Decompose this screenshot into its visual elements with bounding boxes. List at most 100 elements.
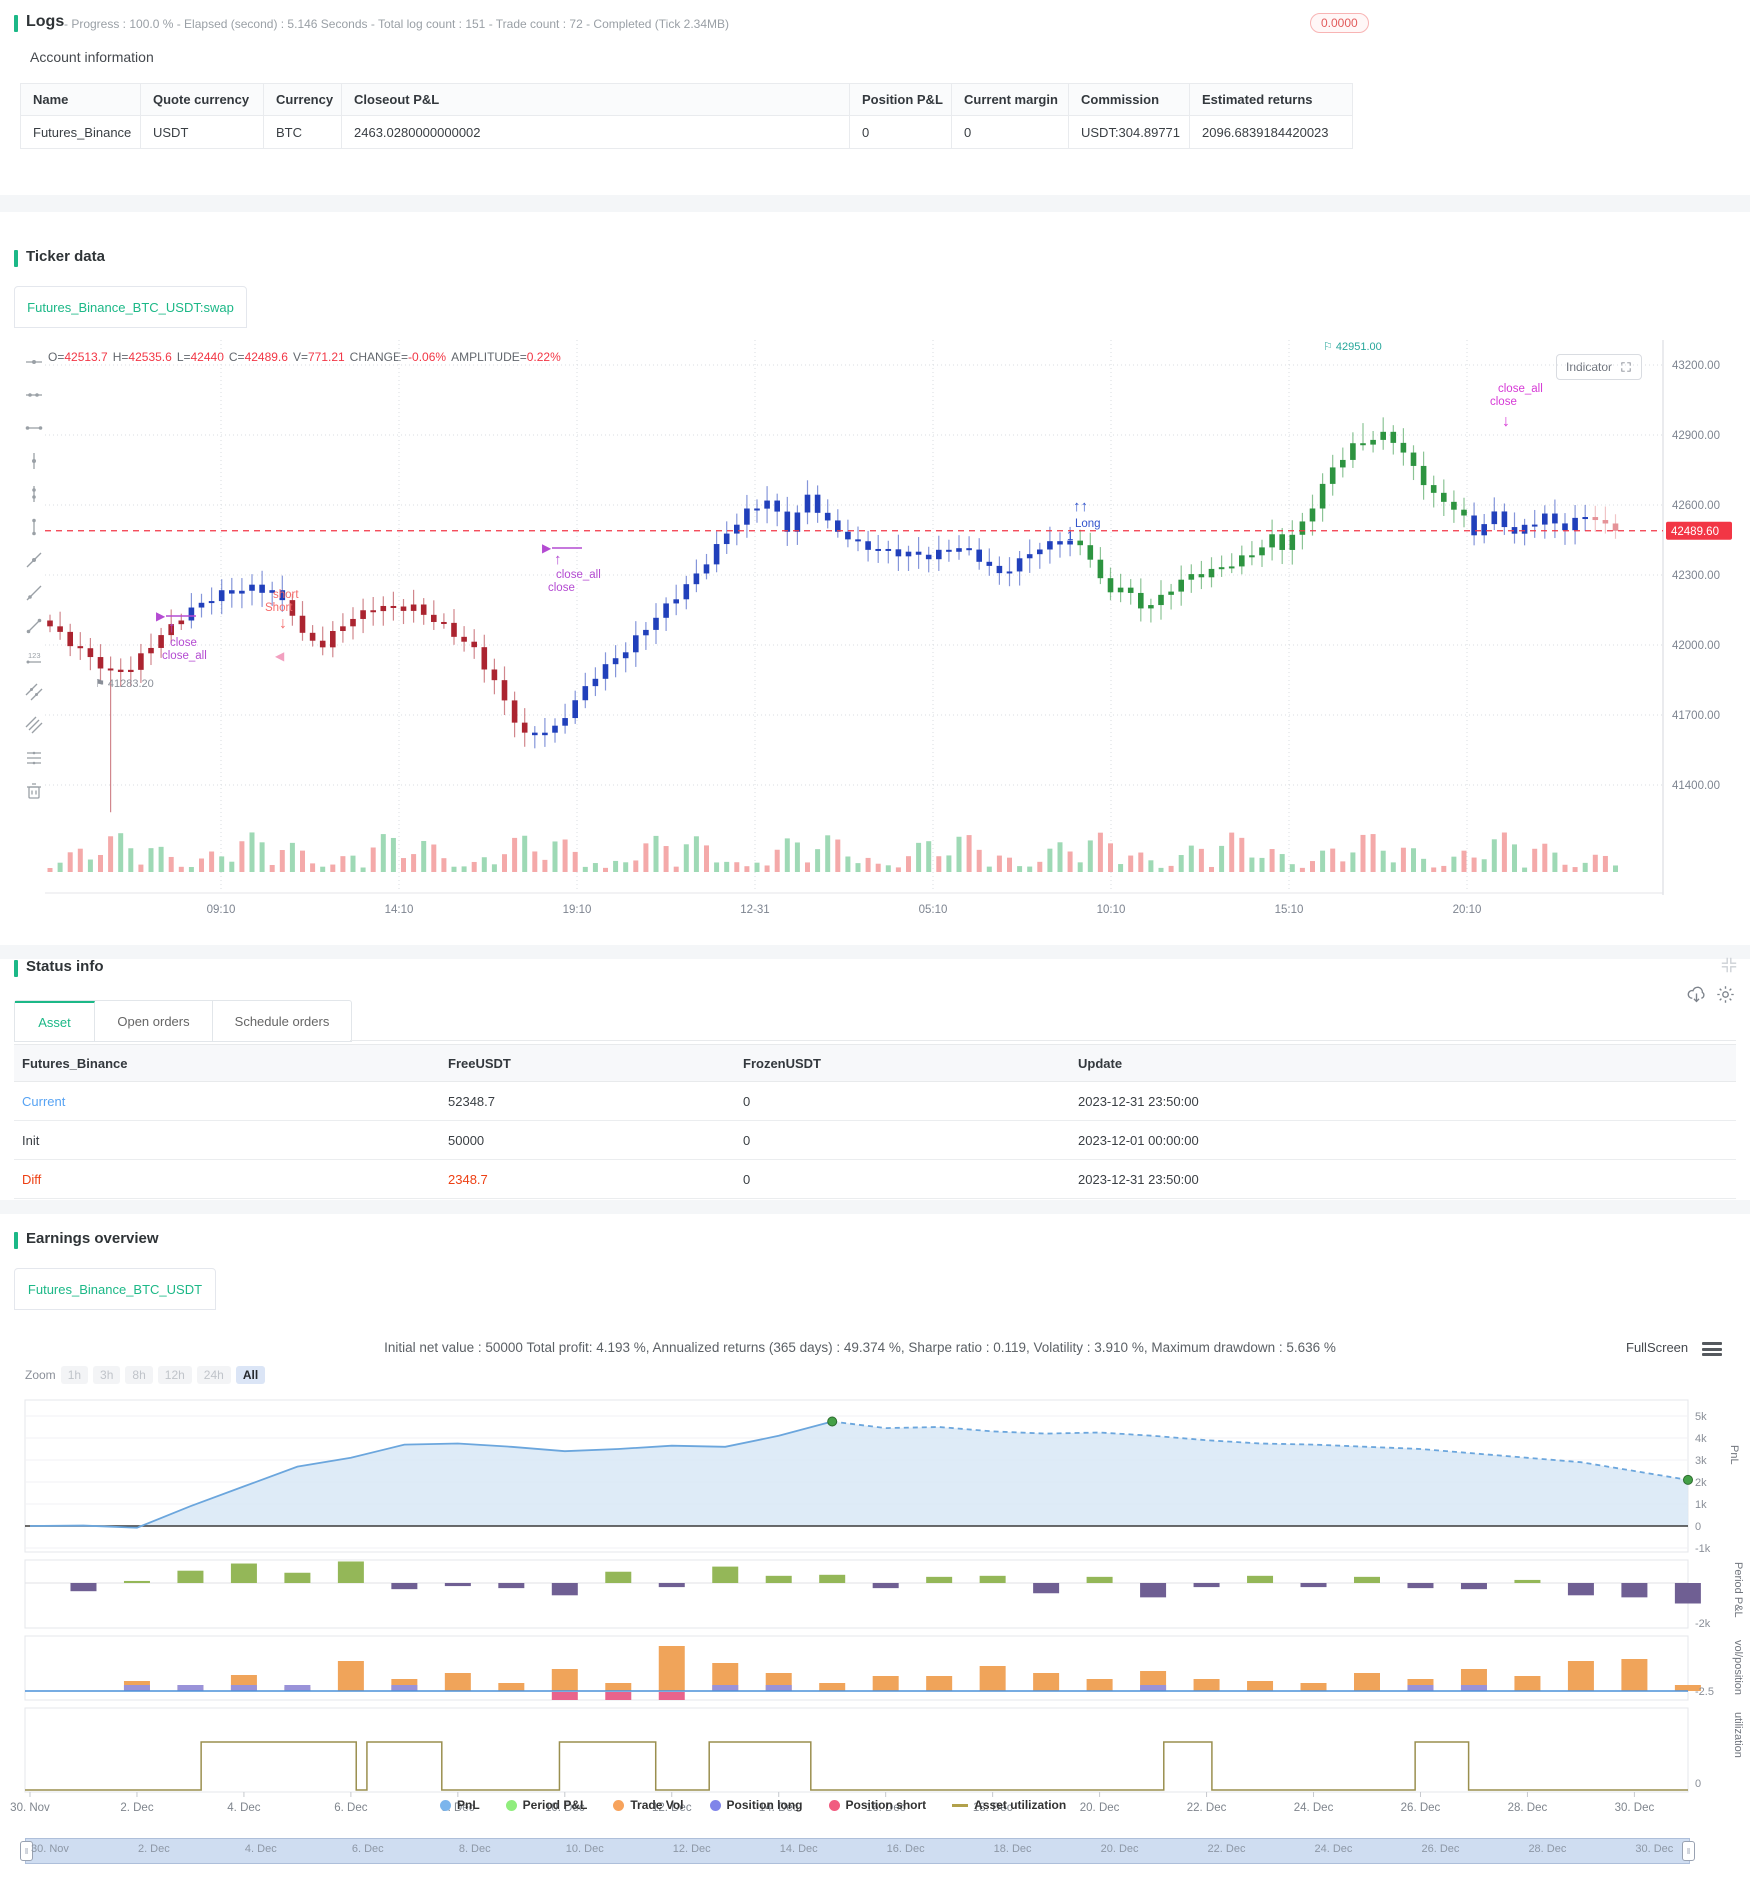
parallel-channel-icon[interactable] (24, 682, 44, 702)
svg-text:19:10: 19:10 (563, 904, 592, 916)
legend-period-pnl[interactable]: Period P&L (505, 1798, 587, 1812)
legend-pnl[interactable]: PnL (440, 1798, 480, 1812)
download-icon[interactable] (1686, 984, 1707, 1005)
collapse-icon[interactable] (1720, 956, 1738, 974)
ticker-accent-bar (14, 250, 18, 267)
col-position-pl: Position P&L (849, 83, 952, 116)
chart-menu-icon[interactable] (1702, 1342, 1722, 1356)
tab-asset[interactable]: Asset (15, 1001, 95, 1041)
svg-text:4. Dec: 4. Dec (227, 1802, 260, 1814)
current-link[interactable]: Current (22, 1093, 66, 1109)
status-title: Status info (26, 958, 104, 975)
legend-position-long[interactable]: Position long (709, 1798, 803, 1812)
legend-asset-utilization[interactable]: Asset utilization (952, 1798, 1066, 1812)
position-short-swatch (828, 1799, 840, 1811)
svg-text:⚑ 41283.20: ⚑ 41283.20 (95, 678, 154, 690)
asset-table: Futures_Binance FreeUSDT FrozenUSDT Upda… (14, 1044, 1736, 1199)
svg-text:20. Dec: 20. Dec (1080, 1802, 1120, 1814)
ticker-symbol-tab[interactable]: Futures_Binance_BTC_USDT:swap (14, 286, 247, 328)
logs-title: Logs (26, 13, 65, 30)
fullscreen-button[interactable]: FullScreen (1626, 1340, 1689, 1355)
vertical-segment-icon[interactable] (24, 517, 44, 537)
svg-text:close_all: close_all (556, 569, 601, 581)
trend-line-icon[interactable] (24, 550, 44, 570)
candlestick-chart[interactable]: 43200.00 42900.00 42600.00 42300.00 42000.00… (40, 335, 1740, 931)
svg-text:26. Dec: 26. Dec (1401, 1802, 1441, 1814)
svg-text:42489.60: 42489.60 (1671, 526, 1719, 538)
logs-accent-bar (14, 15, 18, 32)
asset-row-current: Current 52348.7 0 2023-12-31 23:50:00 (14, 1081, 1736, 1121)
navigator-date: 30. Dec (1635, 1843, 1674, 1855)
tick-badge: 0.0000 (1310, 13, 1369, 33)
svg-text:42600.00: 42600.00 (1672, 500, 1720, 512)
svg-text:0: 0 (1695, 1778, 1701, 1790)
price-note-icon[interactable]: 123 (24, 649, 44, 669)
range-navigator[interactable]: ‖ ‖ 30. Nov 2. Dec 4. Dec 6. Dec 8. Dec 10. D… (20, 1838, 1695, 1864)
svg-text:28. Dec: 28. Dec (1508, 1802, 1548, 1814)
account-table-row: Futures_Binance USDT BTC 2463.0280000000… (20, 115, 1353, 149)
vertical-line-icon[interactable] (24, 451, 44, 471)
svg-text:43200.00: 43200.00 (1672, 360, 1720, 372)
svg-text:2. Dec: 2. Dec (120, 1802, 153, 1814)
earnings-symbol-tab[interactable]: Futures_Binance_BTC_USDT (14, 1268, 216, 1310)
svg-text:Short: Short (265, 602, 293, 614)
axis-label-vol-position: vol/position (1732, 1640, 1744, 1696)
pitchfork-icon[interactable] (24, 715, 44, 735)
navigator-date: 26. Dec (1421, 1843, 1460, 1855)
svg-text:10:10: 10:10 (1097, 904, 1126, 916)
earnings-stats: Initial net value : 50000 Total profit: … (384, 1340, 1336, 1355)
expand-icon[interactable] (1620, 361, 1632, 373)
ray-icon[interactable] (24, 583, 44, 603)
zoom-24h[interactable]: 24h (196, 1366, 231, 1384)
svg-text:12-31: 12-31 (740, 904, 769, 916)
navigator-date: 4. Dec (244, 1843, 277, 1855)
svg-text:2k: 2k (1695, 1477, 1707, 1489)
horizontal-line-icon[interactable] (24, 352, 44, 372)
horizontal-ray-icon[interactable] (24, 385, 44, 405)
gear-icon[interactable] (1715, 984, 1736, 1005)
svg-text:close_all: close_all (162, 650, 207, 662)
earnings-legend: PnL Period P&L Trade Vol Position long P… (440, 1798, 1066, 1812)
navigator-date: 16. Dec (886, 1843, 925, 1855)
navigator-date: 28. Dec (1528, 1843, 1567, 1855)
legend-position-short[interactable]: Position short (828, 1798, 926, 1812)
asset-table-header: Futures_Binance FreeUSDT FrozenUSDT Upda… (14, 1044, 1736, 1082)
svg-text:close: close (1490, 396, 1517, 408)
svg-text:41400.00: 41400.00 (1672, 780, 1720, 792)
tab-open-orders[interactable]: Open orders (95, 1001, 213, 1041)
svg-text:0: 0 (1695, 1521, 1701, 1533)
svg-text:6. Dec: 6. Dec (334, 1802, 367, 1814)
horizontal-segment-icon[interactable] (24, 418, 44, 438)
legend-trade-vol[interactable]: Trade Vol (613, 1798, 684, 1812)
ticker-title: Ticker data (26, 248, 105, 265)
section-divider (0, 195, 1750, 212)
zoom-1h[interactable]: 1h (60, 1366, 89, 1384)
svg-text:close_all: close_all (1498, 383, 1543, 395)
account-table: Name Quote currency Currency Closeout P&… (20, 83, 1353, 149)
navigator-date: 18. Dec (993, 1843, 1032, 1855)
navigator-left-handle[interactable]: ‖ (20, 1841, 33, 1861)
trash-icon[interactable] (24, 781, 44, 801)
earnings-chart[interactable]: 5k 4k 3k 2k 1k 0 -1k -2k -2.5 0 30. Nov 2. Dec 4. De… (0, 1395, 1750, 1830)
navigator-right-handle[interactable]: ‖ (1682, 1841, 1695, 1861)
status-accent-bar (14, 960, 18, 977)
tab-bar-line (350, 1040, 1736, 1041)
svg-text:close: close (548, 582, 575, 594)
indicator-button[interactable]: Indicator (1556, 354, 1643, 380)
svg-text:▶: ▶ (156, 609, 166, 623)
svg-text:22. Dec: 22. Dec (1187, 1802, 1227, 1814)
tab-schedule-orders[interactable]: Schedule orders (234, 1013, 330, 1029)
col-quote-currency: Quote currency (140, 83, 264, 116)
col-name: Name (20, 83, 141, 116)
fib-retracement-icon[interactable] (24, 748, 44, 768)
zoom-12h[interactable]: 12h (157, 1366, 192, 1384)
zoom-3h[interactable]: 3h (93, 1366, 121, 1384)
section-divider (0, 945, 1750, 959)
vertical-ray-icon[interactable] (24, 484, 44, 504)
zoom-8h[interactable]: 8h (125, 1366, 153, 1384)
segment-icon[interactable] (24, 616, 44, 636)
svg-text:3k: 3k (1695, 1455, 1707, 1467)
zoom-all[interactable]: All (235, 1366, 266, 1384)
